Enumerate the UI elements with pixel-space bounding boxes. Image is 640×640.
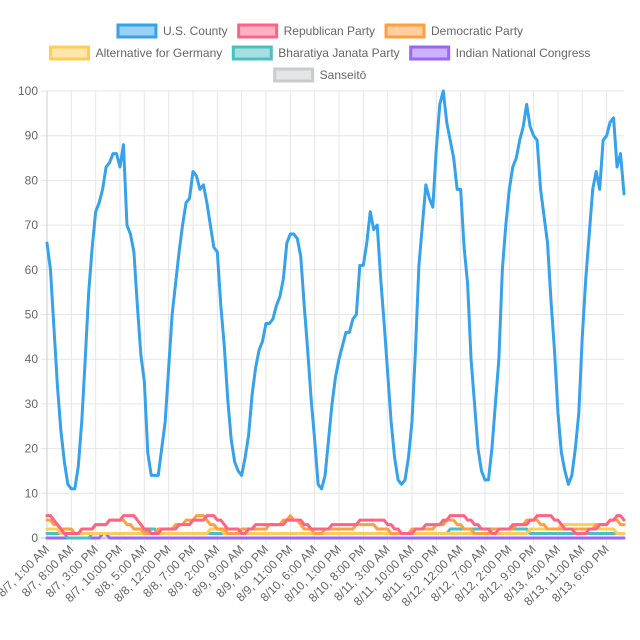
- y-tick-label: 0: [31, 531, 38, 545]
- y-tick-label: 60: [25, 263, 39, 277]
- series-line: [45, 514, 626, 536]
- legend-item[interactable]: U.S. County: [116, 23, 228, 39]
- legend-item[interactable]: Democratic Party: [384, 23, 523, 39]
- legend-item[interactable]: Indian National Congress: [409, 45, 591, 61]
- grid: [41, 90, 624, 544]
- y-tick-label: 40: [25, 352, 39, 366]
- legend-swatch: [116, 23, 158, 39]
- legend-swatch: [384, 23, 426, 39]
- legend-swatch: [409, 45, 451, 61]
- y-tick-label: 90: [25, 129, 39, 143]
- y-axis: 0 10 20 30 40 50 60 70 80 90 100: [18, 84, 38, 545]
- y-tick-label: 10: [25, 486, 39, 500]
- series-line: [45, 532, 626, 540]
- legend-item[interactable]: Sanseitō: [273, 67, 367, 83]
- legend-item[interactable]: Bharatiya Janata Party: [231, 45, 400, 61]
- series-group: [45, 89, 626, 540]
- series-line: [45, 514, 626, 536]
- y-tick-label: 100: [18, 84, 38, 98]
- legend-swatch: [49, 45, 91, 61]
- series-line: [45, 89, 626, 491]
- legend: U.S. County Republican Party Democratic Pa…: [49, 23, 591, 83]
- y-tick-label: 80: [25, 173, 39, 187]
- legend-label: Republican Party: [284, 24, 375, 38]
- x-axis: 8/7, 1:00 AM8/7, 8:00 AM8/7, 3:00 PM8/7,…: [0, 542, 612, 609]
- legend-swatch: [231, 45, 273, 61]
- y-tick-label: 30: [25, 397, 39, 411]
- legend-label: Indian National Congress: [456, 46, 591, 60]
- legend-item[interactable]: Alternative for Germany: [49, 45, 223, 61]
- legend-label: Democratic Party: [431, 24, 523, 38]
- legend-item[interactable]: Republican Party: [237, 23, 375, 39]
- y-tick-label: 70: [25, 218, 39, 232]
- legend-swatch: [237, 23, 279, 39]
- legend-swatch: [273, 67, 315, 83]
- legend-label: Sanseitō: [320, 68, 367, 82]
- legend-label: U.S. County: [163, 24, 228, 38]
- y-tick-label: 20: [25, 442, 39, 456]
- y-tick-label: 50: [25, 308, 39, 322]
- legend-label: Bharatiya Janata Party: [278, 46, 399, 60]
- legend-label: Alternative for Germany: [96, 46, 223, 60]
